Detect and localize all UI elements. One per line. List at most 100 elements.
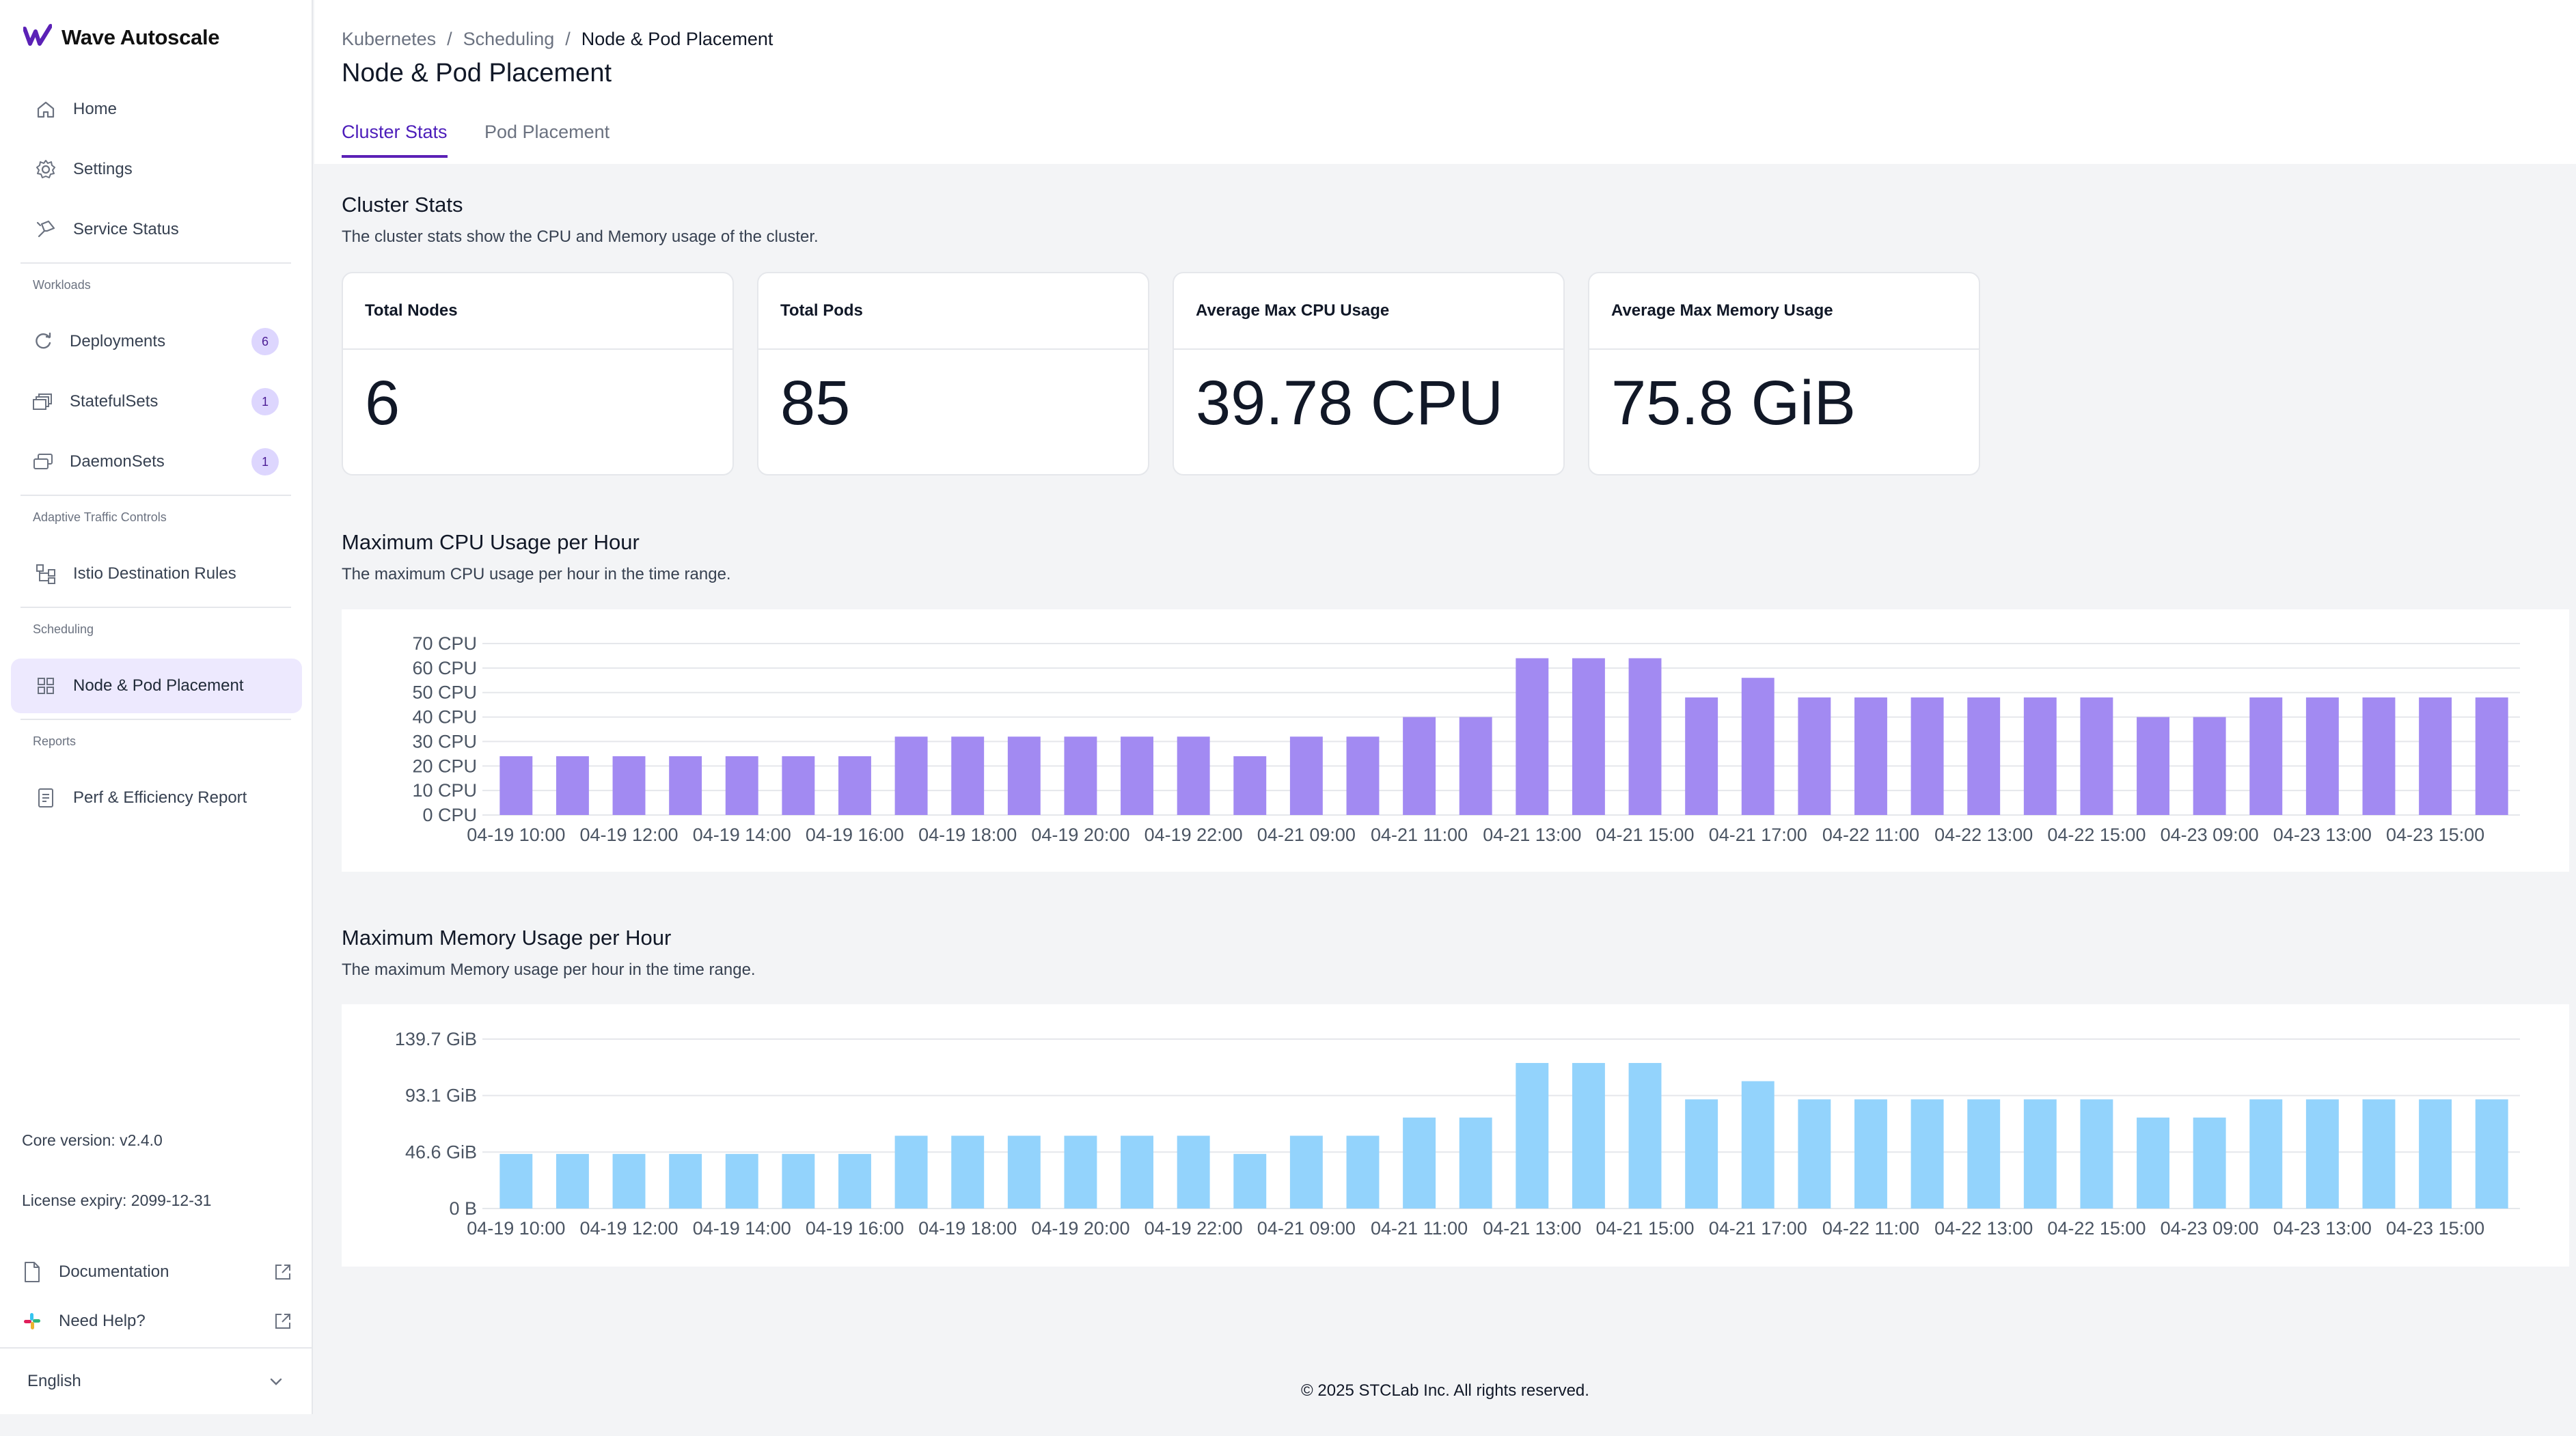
- tab-cluster-stats[interactable]: Cluster Stats: [342, 122, 448, 158]
- documentation-label: Documentation: [59, 1262, 169, 1281]
- bar[interactable]: [499, 756, 533, 815]
- bar[interactable]: [1685, 1099, 1718, 1209]
- bar[interactable]: [1289, 736, 1323, 815]
- bar[interactable]: [1516, 658, 1549, 815]
- sidebar-item-settings[interactable]: Settings: [11, 142, 302, 197]
- bar[interactable]: [725, 1154, 758, 1209]
- deployments-icon: [31, 330, 55, 353]
- bar[interactable]: [1007, 1135, 1041, 1209]
- divider: [20, 719, 291, 720]
- bar[interactable]: [1572, 658, 1605, 815]
- grid-icon: [34, 674, 57, 698]
- breadcrumb-item[interactable]: Scheduling: [463, 29, 555, 49]
- bar[interactable]: [782, 1154, 815, 1209]
- x-tick-label: 04-23 13:00: [2273, 825, 2372, 845]
- bar[interactable]: [894, 736, 928, 815]
- breadcrumb-item[interactable]: Kubernetes: [342, 29, 437, 49]
- bar[interactable]: [1064, 736, 1097, 815]
- bar[interactable]: [1798, 697, 1831, 815]
- bar[interactable]: [1798, 1099, 1831, 1209]
- language-select[interactable]: English: [0, 1347, 312, 1414]
- bar[interactable]: [1177, 736, 1210, 815]
- bar[interactable]: [2137, 1117, 2169, 1209]
- bar[interactable]: [2362, 1099, 2396, 1209]
- sidebar-item-home[interactable]: Home: [11, 82, 302, 137]
- bar[interactable]: [1967, 1099, 2001, 1209]
- sidebar-item-istio-destination-rules[interactable]: Istio Destination Rules: [11, 547, 302, 601]
- bar[interactable]: [669, 1154, 702, 1209]
- bar[interactable]: [1403, 717, 1436, 815]
- bar[interactable]: [1741, 678, 1775, 815]
- sidebar-item-deployments[interactable]: Deployments 6: [11, 314, 302, 369]
- bar[interactable]: [1459, 1117, 1492, 1209]
- bar[interactable]: [556, 756, 589, 815]
- bar[interactable]: [1854, 1099, 1887, 1209]
- bar[interactable]: [838, 756, 871, 815]
- documentation-link[interactable]: Documentation: [22, 1258, 292, 1286]
- tab-pod-placement[interactable]: Pod Placement: [484, 122, 610, 142]
- bar[interactable]: [669, 756, 702, 815]
- memory-chart-description: The maximum Memory usage per hour in the…: [342, 961, 756, 979]
- bar[interactable]: [2305, 1099, 2339, 1209]
- bar[interactable]: [556, 1154, 589, 1209]
- memory-chart-svg: 0 B 46.6 GiB 93.1 GiB 139.7 GiB 04-19 10:00 0…: [395, 1029, 2520, 1239]
- bar[interactable]: [499, 1154, 533, 1209]
- sidebar-item-node-pod-placement[interactable]: Node & Pod Placement: [11, 659, 302, 713]
- count-badge: 6: [251, 328, 279, 355]
- bar[interactable]: [782, 756, 815, 815]
- bar[interactable]: [1007, 736, 1041, 815]
- x-tick-label: 04-19 18:00: [918, 825, 1017, 845]
- bar[interactable]: [1233, 756, 1267, 815]
- bar[interactable]: [725, 756, 758, 815]
- bar[interactable]: [1289, 1135, 1323, 1209]
- bar[interactable]: [1403, 1117, 1436, 1209]
- bar[interactable]: [2475, 697, 2508, 815]
- bar[interactable]: [838, 1154, 871, 1209]
- bar[interactable]: [1967, 697, 2001, 815]
- bar[interactable]: [1346, 736, 1380, 815]
- bar[interactable]: [2137, 717, 2169, 815]
- bar[interactable]: [1628, 658, 1662, 815]
- bar[interactable]: [1346, 1135, 1380, 1209]
- bar[interactable]: [1121, 736, 1153, 815]
- bar[interactable]: [2305, 697, 2339, 815]
- bar[interactable]: [2193, 717, 2226, 815]
- sidebar-item-statefulsets[interactable]: StatefulSets 1: [11, 374, 302, 429]
- sidebar-item-perf-report[interactable]: Perf & Efficiency Report: [11, 771, 302, 825]
- bar[interactable]: [2362, 697, 2396, 815]
- bar[interactable]: [2419, 697, 2452, 815]
- bar[interactable]: [1628, 1062, 1662, 1209]
- bar[interactable]: [951, 1135, 985, 1209]
- bar[interactable]: [951, 736, 985, 815]
- footer-copyright: © 2025 STCLab Inc. All rights reserved.: [1301, 1381, 1589, 1400]
- bar[interactable]: [1064, 1135, 1097, 1209]
- bar[interactable]: [1572, 1062, 1605, 1209]
- bar[interactable]: [1854, 697, 1887, 815]
- bar[interactable]: [1121, 1135, 1153, 1209]
- bar[interactable]: [1233, 1154, 1267, 1209]
- bar[interactable]: [2475, 1099, 2508, 1209]
- bar[interactable]: [1516, 1062, 1549, 1209]
- bar[interactable]: [1685, 697, 1718, 815]
- sidebar-item-daemonsets[interactable]: DaemonSets 1: [11, 434, 302, 489]
- bar[interactable]: [2419, 1099, 2452, 1209]
- x-tick-label: 04-19 12:00: [579, 825, 678, 845]
- brand[interactable]: Wave Autoscale: [23, 23, 220, 51]
- bar[interactable]: [2080, 1099, 2113, 1209]
- sidebar-item-service-status[interactable]: Service Status: [11, 202, 302, 257]
- bar[interactable]: [2193, 1117, 2226, 1209]
- bar[interactable]: [1910, 697, 1944, 815]
- bar[interactable]: [1741, 1081, 1775, 1209]
- bar[interactable]: [2023, 1099, 2057, 1209]
- bar[interactable]: [1177, 1135, 1210, 1209]
- bar[interactable]: [2249, 1099, 2283, 1209]
- bar[interactable]: [2249, 697, 2283, 815]
- need-help-link[interactable]: Need Help?: [22, 1308, 292, 1335]
- bar[interactable]: [612, 1154, 646, 1209]
- bar[interactable]: [1459, 717, 1492, 815]
- bar[interactable]: [1910, 1099, 1944, 1209]
- bar[interactable]: [2023, 697, 2057, 815]
- bar[interactable]: [612, 756, 646, 815]
- bar[interactable]: [2080, 697, 2113, 815]
- bar[interactable]: [894, 1135, 928, 1209]
